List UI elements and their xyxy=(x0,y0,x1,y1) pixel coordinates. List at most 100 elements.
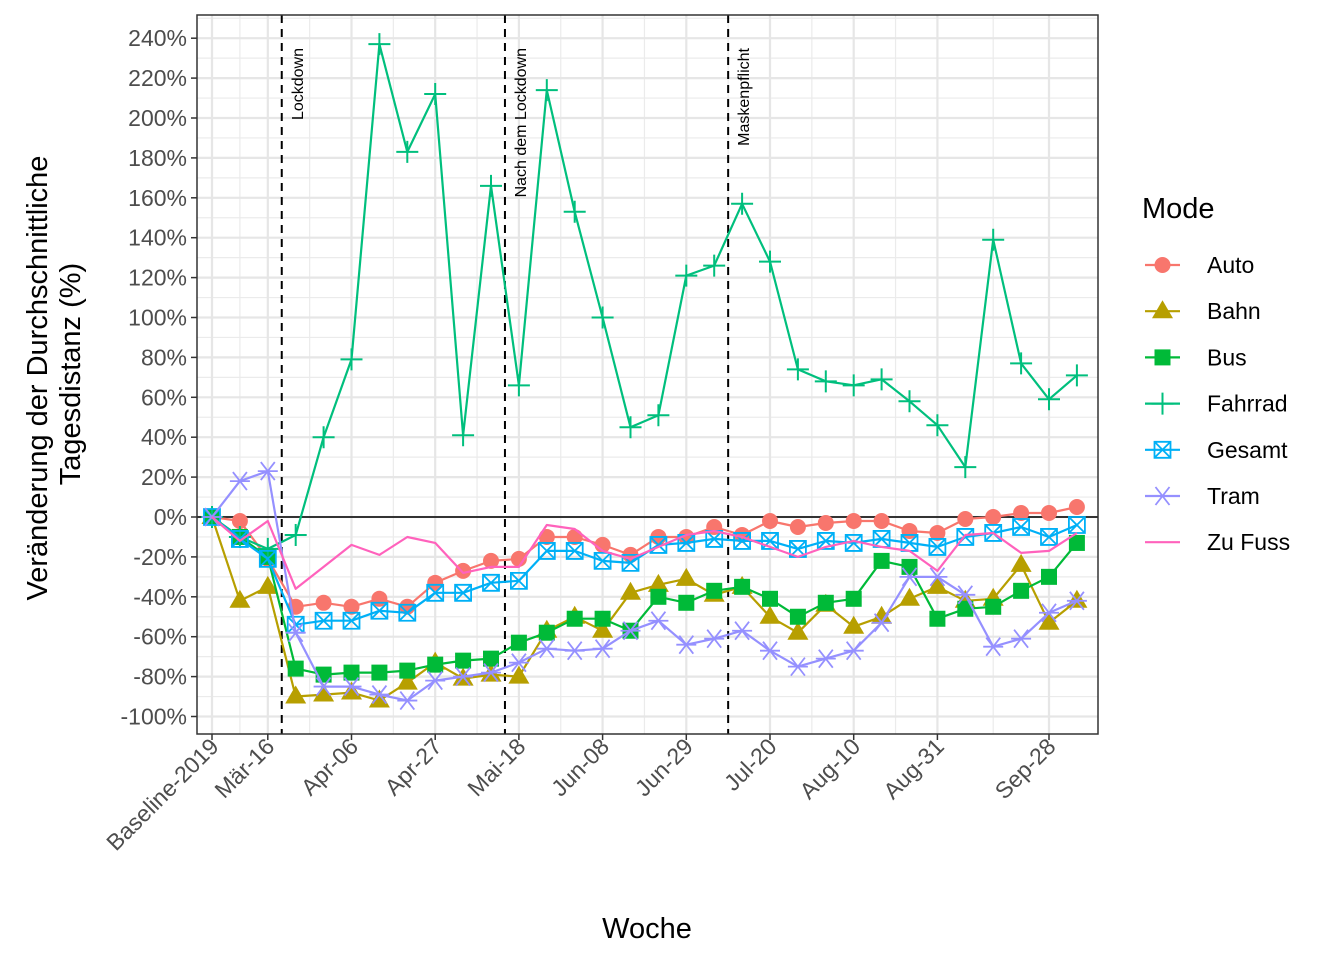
data-point-fahrrad xyxy=(424,83,447,106)
series-fahrrad xyxy=(201,33,1088,560)
y-tick-label: 180% xyxy=(128,145,187,171)
data-point-bahn xyxy=(675,567,697,586)
y-tick-label: 100% xyxy=(128,305,187,331)
y-tick-label: 80% xyxy=(141,344,187,370)
data-point-bus xyxy=(734,578,751,595)
data-point-auto xyxy=(817,514,834,531)
data-point-bus xyxy=(985,598,1002,615)
data-point-bahn xyxy=(229,589,251,608)
series-line-fahrrad xyxy=(211,43,1078,551)
legend-title: Mode xyxy=(1142,193,1215,225)
data-point-fahrrad xyxy=(675,264,698,287)
data-point-bus xyxy=(1041,568,1057,585)
data-point-fahrrad xyxy=(1065,364,1088,387)
y-tick-label: -100% xyxy=(121,704,187,730)
data-point-fahrrad xyxy=(396,140,419,163)
data-point-bus xyxy=(510,634,527,651)
legend-item-zu-fuss: Zu Fuss xyxy=(1145,529,1290,555)
data-point-bus xyxy=(343,664,360,681)
series-lines xyxy=(201,33,1088,711)
data-point-tram xyxy=(369,685,390,705)
legend-item-bus: Bus xyxy=(1145,344,1247,370)
data-point-bus xyxy=(483,650,499,667)
data-point-bahn xyxy=(341,681,362,700)
data-point-gesamt xyxy=(1012,518,1030,536)
data-point-auto xyxy=(762,512,778,529)
data-point-gesamt xyxy=(454,583,472,602)
data-point-bus xyxy=(538,624,555,641)
data-point-auto xyxy=(845,512,862,529)
data-point-bahn xyxy=(871,605,893,624)
data-point-tram xyxy=(704,629,725,649)
data-point-auto xyxy=(343,598,360,615)
y-tick-label: 240% xyxy=(128,25,187,51)
data-point-bahn xyxy=(620,581,641,600)
data-point-auto xyxy=(873,512,890,529)
legend-label: Bus xyxy=(1207,344,1247,370)
legend: Mode Auto Bahn Bus Fahrrad Gesamt Tram Zu Fuss xyxy=(1142,193,1290,555)
data-point-bahn xyxy=(1038,611,1060,630)
data-point-fahrrad xyxy=(563,200,586,223)
data-point-tram xyxy=(760,641,780,661)
x-tick-label: Apr-06 xyxy=(296,733,363,800)
legend-key-marker xyxy=(1151,392,1174,415)
legend-label: Fahrrad xyxy=(1207,391,1288,417)
data-point-bus xyxy=(399,662,416,679)
data-point-tram xyxy=(341,677,362,697)
data-point-fahrrad xyxy=(731,192,754,215)
legend-key-marker xyxy=(1153,440,1172,459)
legend-item-auto: Auto xyxy=(1145,252,1254,278)
data-point-tram xyxy=(787,657,808,677)
legend-label: Tram xyxy=(1207,483,1260,509)
event-label: Maskenpflicht xyxy=(736,47,753,145)
data-point-fahrrad xyxy=(786,358,809,381)
y-tick-label: 40% xyxy=(141,424,187,450)
data-point-tram xyxy=(815,649,836,669)
data-point-bahn xyxy=(368,689,390,708)
data-point-tram xyxy=(1039,603,1059,623)
data-point-tram xyxy=(871,613,892,633)
x-axis-title: Woche xyxy=(602,913,692,945)
data-point-bus xyxy=(929,610,946,627)
data-point-bahn xyxy=(592,619,614,638)
data-point-tram xyxy=(620,621,641,641)
data-point-tram xyxy=(425,671,446,691)
data-point-tram xyxy=(983,637,1004,657)
data-point-fahrrad xyxy=(647,404,670,427)
data-point-bus xyxy=(287,660,304,677)
data-point-fahrrad xyxy=(619,416,642,439)
legend-label: Auto xyxy=(1207,252,1254,278)
data-point-auto xyxy=(789,518,806,535)
data-point-bus xyxy=(678,594,695,611)
legend-key-marker xyxy=(1154,349,1171,366)
data-point-bus xyxy=(594,610,611,627)
data-point-tram xyxy=(843,641,864,661)
data-point-auto xyxy=(510,550,527,567)
event-lines: Lockdown Nach dem Lockdown Maskenpflicht xyxy=(280,15,753,734)
data-point-bahn xyxy=(313,683,335,702)
data-point-tram xyxy=(313,677,334,697)
x-tick-label: Jun-29 xyxy=(630,733,698,801)
data-point-auto xyxy=(1041,505,1057,522)
data-point-bahn xyxy=(843,615,865,634)
y-tick-label: -80% xyxy=(133,664,187,690)
event-label: Nach dem Lockdown xyxy=(513,48,530,197)
data-point-bahn xyxy=(899,587,920,606)
data-point-gesamt xyxy=(928,538,947,556)
data-point-tram xyxy=(899,567,920,587)
data-point-gesamt xyxy=(593,551,612,570)
data-point-gesamt xyxy=(258,549,277,568)
data-point-fahrrad xyxy=(982,228,1005,251)
data-point-fahrrad xyxy=(898,390,921,413)
data-point-bus xyxy=(845,590,862,607)
data-point-tram xyxy=(257,461,278,481)
data-point-auto xyxy=(1013,505,1030,522)
data-point-fahrrad xyxy=(926,414,949,437)
legend-label: Gesamt xyxy=(1207,437,1288,463)
data-point-auto xyxy=(483,552,499,569)
data-point-bus xyxy=(566,610,583,627)
x-tick-label: Mai-18 xyxy=(462,733,530,801)
series-zu-fuss xyxy=(211,516,1078,590)
data-point-gesamt xyxy=(844,534,863,552)
